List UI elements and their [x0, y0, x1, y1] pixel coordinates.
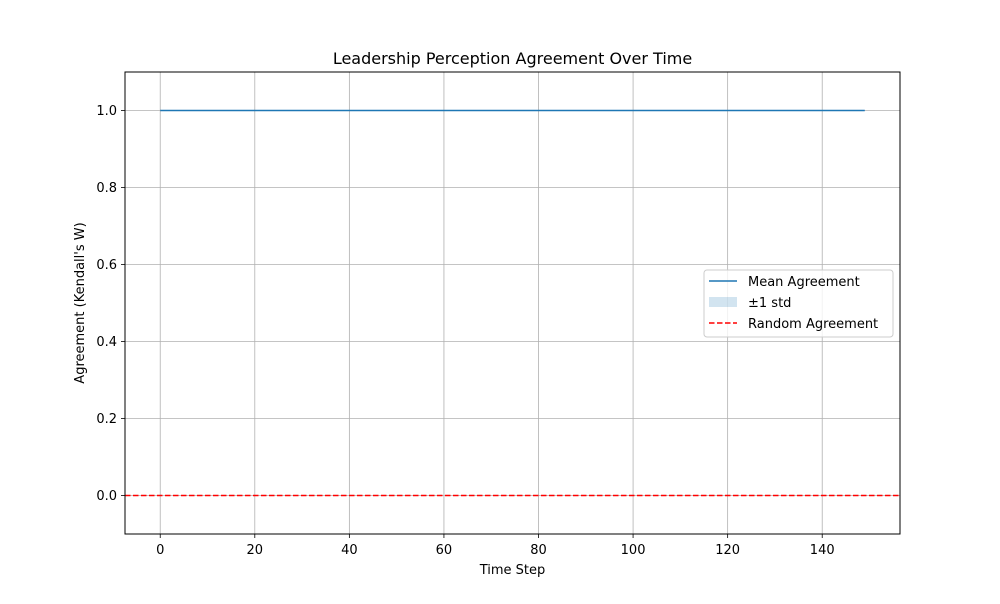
- legend-item: Random Agreement: [709, 317, 878, 332]
- x-axis: 0 20 40 60 80 100 120 140: [156, 534, 835, 558]
- x-tick-label: 60: [436, 543, 453, 558]
- plot-area-frame: [124, 71, 901, 535]
- legend-label: Random Agreement: [748, 317, 878, 332]
- legend-label: Mean Agreement: [748, 275, 860, 290]
- x-tick-label: 120: [715, 543, 740, 558]
- y-tick-label: 0.0: [96, 489, 117, 504]
- x-axis-label: Time Step: [479, 563, 546, 578]
- x-tick-label: 0: [156, 543, 164, 558]
- chart-title: Leadership Perception Agreement Over Tim…: [333, 49, 692, 68]
- y-tick-label: 0.6: [96, 258, 117, 273]
- x-tick-label: 80: [530, 543, 547, 558]
- x-tick-label: 20: [247, 543, 264, 558]
- legend-label: ±1 std: [748, 296, 791, 311]
- legend-item: Mean Agreement: [709, 275, 860, 290]
- legend-item: ±1 std: [709, 296, 791, 311]
- legend-swatch-band: [709, 297, 737, 307]
- x-tick-label: 140: [810, 543, 835, 558]
- y-tick-label: 0.2: [96, 412, 117, 427]
- y-tick-label: 0.4: [96, 335, 117, 350]
- legend-box: [703, 269, 894, 338]
- y-axis: 0.0 0.2 0.4 0.6 0.8 1.0: [96, 104, 125, 504]
- y-tick-label: 0.8: [96, 181, 117, 196]
- plot-series: [125, 109, 900, 497]
- y-axis-label: Agreement (Kendall's W): [73, 222, 88, 383]
- x-tick-label: 100: [621, 543, 646, 558]
- y-tick-label: 1.0: [96, 104, 117, 119]
- x-tick-label: 40: [341, 543, 358, 558]
- legend: Mean Agreement ±1 std Random Agreement: [703, 269, 894, 338]
